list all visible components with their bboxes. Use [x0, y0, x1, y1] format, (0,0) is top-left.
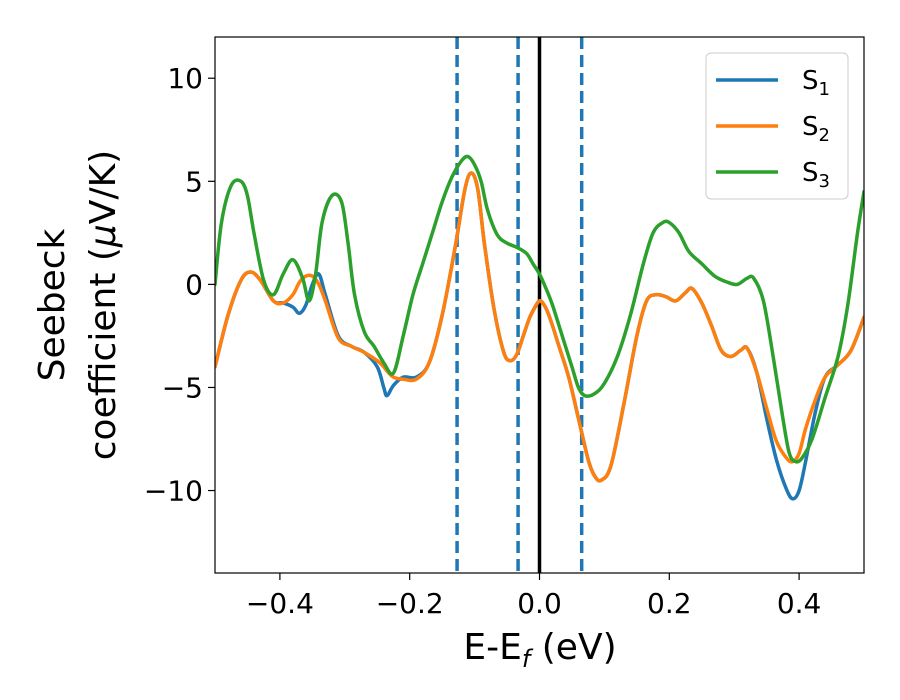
y-axis-label-mu: μ	[83, 224, 124, 248]
y-tick-label: −5	[162, 371, 203, 404]
y-axis-label-line1: Seebeck	[32, 228, 73, 381]
x-axis-label: E-Ef (eV)	[463, 627, 616, 673]
legend-label-2: S2	[802, 112, 830, 146]
y-axis-label: Seebeck coefficient (μV/K)	[32, 150, 124, 460]
x-tick-label: 0.0	[517, 587, 562, 620]
x-axis-label-main: E-E	[463, 627, 521, 668]
legend-label-1: S1	[802, 66, 830, 100]
y-axis-label-line2-main: coefficient (	[83, 247, 124, 460]
vertical-lines	[455, 37, 584, 573]
x-tick-label: 0.4	[777, 587, 822, 620]
y-tick-label: 10	[167, 62, 203, 95]
series-line-2	[215, 171, 864, 483]
series-line-3	[215, 154, 864, 464]
x-tick-label: −0.4	[246, 587, 314, 620]
y-ticks: −10 −5 0 5 10	[144, 62, 215, 508]
legend-label-3: S3	[802, 158, 830, 192]
x-axis-label-suffix: (eV)	[530, 627, 616, 668]
x-tick-label: −0.2	[376, 587, 444, 620]
x-ticks: −0.4 −0.2 0.0 0.2 0.4	[246, 573, 821, 620]
y-axis-label-line2: coefficient (μV/K)	[83, 150, 124, 460]
series-layer	[215, 154, 864, 501]
y-tick-label: 5	[185, 165, 203, 198]
y-tick-label: −10	[144, 475, 203, 508]
x-tick-label: 0.2	[647, 587, 692, 620]
y-axis-label-line2-suffix: V/K)	[83, 150, 124, 224]
y-tick-label: 0	[185, 268, 203, 301]
legend: S1 S2 S3	[705, 52, 849, 200]
